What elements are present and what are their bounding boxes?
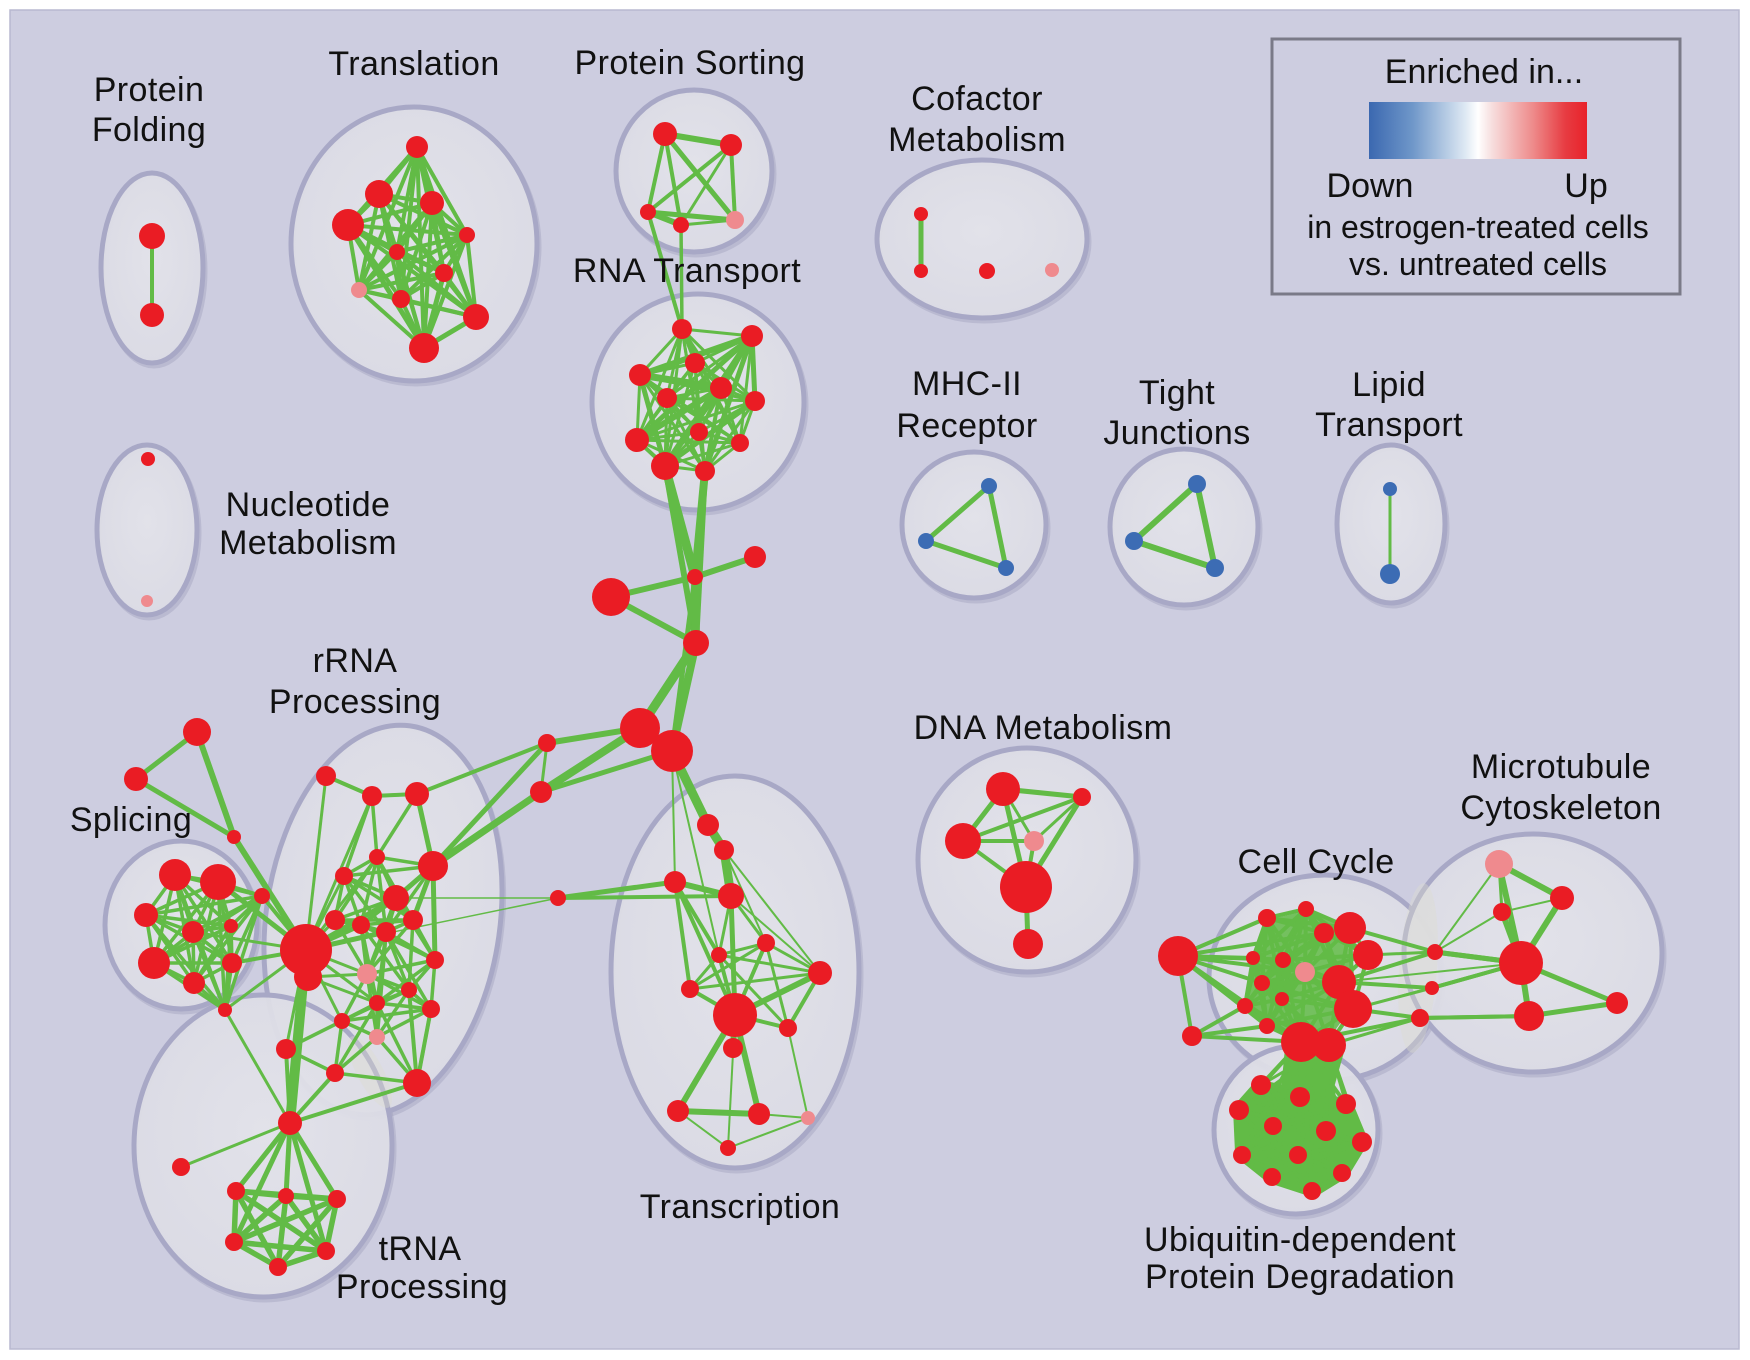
svg-text:Folding: Folding bbox=[92, 111, 206, 149]
svg-text:Lipid: Lipid bbox=[1352, 366, 1426, 404]
svg-text:in estrogen-treated cells: in estrogen-treated cells bbox=[1307, 209, 1649, 245]
svg-text:Processing: Processing bbox=[336, 1268, 508, 1306]
svg-text:DNA Metabolism: DNA Metabolism bbox=[914, 709, 1173, 747]
svg-text:Transport: Transport bbox=[1315, 406, 1463, 444]
svg-text:Protein Sorting: Protein Sorting bbox=[575, 44, 806, 82]
svg-text:Enriched in...: Enriched in... bbox=[1385, 53, 1583, 91]
svg-text:Up: Up bbox=[1564, 167, 1607, 205]
svg-text:vs. untreated cells: vs. untreated cells bbox=[1349, 246, 1607, 282]
svg-text:Nucleotide: Nucleotide bbox=[226, 486, 391, 524]
svg-text:Transcription: Transcription bbox=[640, 1188, 840, 1226]
svg-text:Down: Down bbox=[1327, 167, 1414, 205]
svg-text:Translation: Translation bbox=[328, 45, 499, 83]
svg-text:rRNA: rRNA bbox=[313, 642, 398, 680]
svg-text:Microtubule: Microtubule bbox=[1471, 748, 1651, 786]
svg-text:tRNA: tRNA bbox=[379, 1230, 462, 1268]
svg-text:Metabolism: Metabolism bbox=[888, 121, 1066, 159]
svg-text:Cofactor: Cofactor bbox=[911, 80, 1043, 118]
svg-text:Tight: Tight bbox=[1139, 374, 1215, 412]
svg-text:Processing: Processing bbox=[269, 683, 441, 721]
svg-text:Junctions: Junctions bbox=[1103, 414, 1250, 452]
svg-text:Cytoskeleton: Cytoskeleton bbox=[1460, 789, 1661, 827]
svg-text:Cell Cycle: Cell Cycle bbox=[1237, 843, 1394, 881]
svg-text:RNA Transport: RNA Transport bbox=[573, 252, 801, 290]
svg-text:MHC-II: MHC-II bbox=[912, 365, 1022, 403]
svg-text:Protein Degradation: Protein Degradation bbox=[1145, 1258, 1455, 1296]
svg-text:Metabolism: Metabolism bbox=[219, 524, 397, 562]
svg-text:Splicing: Splicing bbox=[70, 801, 192, 839]
svg-text:Receptor: Receptor bbox=[896, 407, 1037, 445]
svg-text:Ubiquitin-dependent: Ubiquitin-dependent bbox=[1144, 1221, 1456, 1259]
svg-text:Protein: Protein bbox=[94, 71, 205, 109]
